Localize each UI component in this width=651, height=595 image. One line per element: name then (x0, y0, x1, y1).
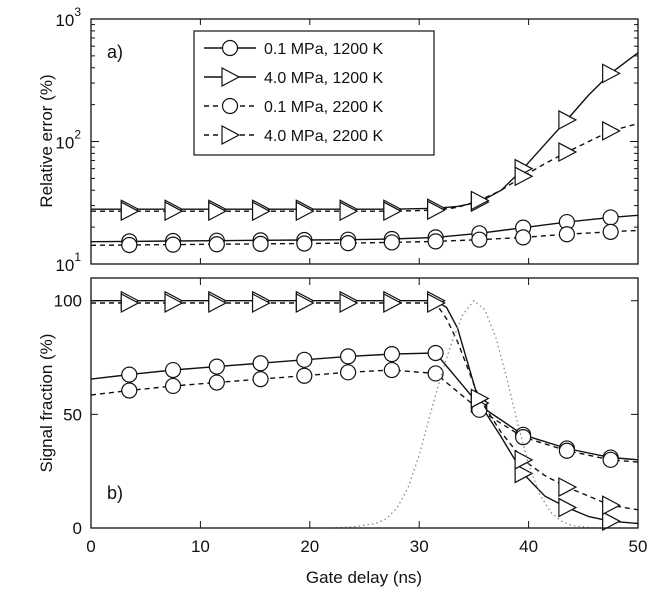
x-tick-label: 50 (629, 537, 648, 556)
panel-b-series-4-point (470, 388, 490, 409)
panel-a-plot-area (90, 52, 639, 254)
panel-b-series-3-point (252, 371, 269, 388)
panel-b-series-4-point (602, 495, 621, 516)
panel-b-series-1-point (296, 351, 313, 368)
panel-b-plot-area (90, 290, 639, 532)
panel-b-series-1-point (252, 355, 269, 372)
panel-b-series-4-line (91, 302, 639, 511)
panel-b-series-1-point (427, 344, 444, 362)
panel-b-ytick-label: 100 (54, 292, 82, 311)
legend-entry-label: 0.1 MPa, 2200 K (264, 99, 384, 116)
panel-a-ticks: 101 102 103 (55, 5, 638, 275)
panel-a-relative-error: 101 102 103 a) Relative error (%) 0.1 MPa,… (37, 5, 639, 275)
panel-b-series-2-point (558, 497, 578, 518)
panel-b-series-4-point (120, 293, 140, 313)
panel-a-series-3-point (339, 235, 357, 252)
panel-a-series-3-point (121, 236, 138, 254)
panel-a-series-4-point (295, 201, 315, 222)
legend-swatch-marker (221, 39, 239, 57)
panel-a-series-3-point (208, 236, 225, 253)
panel-b-series-3-point (339, 364, 357, 381)
panel-b-series-2-point (514, 463, 534, 484)
panel-a-series-3-point (471, 231, 488, 248)
x-tick-label: 30 (410, 537, 429, 556)
x-tick-label: 10 (191, 537, 210, 556)
panel-b-series-3-point (383, 361, 400, 379)
panel-a-series-3-point (515, 229, 532, 246)
panel-a-ytick-label: 101 (55, 250, 81, 275)
legend-swatch-marker (221, 67, 241, 87)
panel-a-series-3-point (602, 223, 619, 240)
legend-entry-label: 0.1 MPa, 1200 K (264, 41, 384, 58)
panel-a-series-3-point (296, 235, 313, 252)
panel-b-series-4-point (295, 293, 315, 313)
panel-b-series-3-point (427, 365, 444, 382)
panel-b-series-3-point (121, 382, 138, 399)
panel-b-series-3-point (164, 377, 182, 395)
legend: 0.1 MPa, 1200 K 4.0 MPa, 1200 K 0.1 MPa, 2… (193, 30, 435, 156)
panel-b-series-1-point (121, 366, 138, 383)
panel-b-series-4-point (208, 293, 228, 313)
x-tick-label: 0 (86, 537, 95, 556)
panel-b-series-4-point (339, 293, 359, 313)
panel-a-series-3-point (558, 226, 575, 243)
panel-a-series-4-point (558, 142, 578, 163)
panel-b-series-4-point (251, 293, 271, 313)
panel-a-series-2-point (602, 63, 621, 84)
panel-a-series-3-point (427, 233, 444, 250)
panel-b-series-3-line (90, 369, 639, 463)
panel-a-series-4-point (251, 201, 271, 222)
panel-a-series-4-point (514, 166, 534, 187)
panel-a-label: a) (107, 42, 123, 62)
panel-b-series-4-point (514, 449, 534, 470)
panel-b-series-2-point (602, 511, 621, 532)
panel-b-series-4-point (558, 477, 578, 498)
panel-b-series-3-point (558, 442, 575, 459)
panel-a-frame (90, 18, 639, 265)
panel-b-series-1-point (164, 361, 182, 379)
panel-a-series-3-point (164, 236, 182, 253)
panel-b-series-3-point (296, 367, 313, 384)
x-tick-label: 20 (300, 537, 319, 556)
panel-b-series-4-point (427, 293, 446, 313)
panel-b-series-1-point (383, 346, 400, 363)
panel-b-ytick-label: 50 (63, 405, 82, 424)
legend-swatch-marker (221, 125, 241, 145)
panel-b-frame (90, 277, 639, 529)
legend-entry-label: 4.0 MPa, 2200 K (264, 128, 384, 145)
x-tick-label: 40 (519, 537, 538, 556)
panel-b-series-1-point (339, 348, 357, 365)
panel-a-series-3-point (383, 234, 400, 251)
panel-a-ytick-label: 102 (55, 128, 81, 153)
panel-a-series-4-point (164, 201, 184, 222)
panel-b-series-3-point (602, 451, 619, 468)
panel-a-series-3-point (252, 235, 269, 252)
panel-a-series-4-point (383, 201, 403, 222)
panel-b-ylabel: Signal fraction (%) (37, 334, 56, 473)
panel-b-series-4-point (383, 293, 403, 313)
x-axis-label: Gate delay (ns) (306, 568, 422, 587)
panel-a-series-4-point (602, 120, 621, 141)
panel-b-series-3-point (515, 428, 532, 446)
panel-b-series-4-point (164, 293, 184, 313)
legend-swatch-marker (221, 97, 239, 115)
panel-b-series-1-point (208, 358, 225, 375)
legend-entry-label: 4.0 MPa, 1200 K (264, 70, 384, 87)
panel-b-label: b) (107, 483, 123, 503)
panel-a-series-4-point (120, 201, 140, 222)
panel-a-series-4-point (470, 190, 490, 211)
panel-a-series-4-point (208, 201, 228, 222)
panel-b-series-2-line (91, 300, 639, 525)
panel-a-series-1-point (602, 209, 619, 226)
panel-a-series-4-point (339, 201, 359, 222)
panel-a-series-4-point (427, 200, 446, 221)
panel-b-ytick-label: 0 (73, 519, 82, 538)
panel-a-series-2-point (558, 109, 578, 130)
panel-a-ytick-label: 103 (55, 5, 81, 30)
panel-a-ylabel: Relative error (%) (37, 74, 56, 207)
panel-b-signal-fraction: 0 10 20 30 40 50 0 50 100 b) Signal fraction (%)… (37, 277, 648, 587)
panel-b-series-3-point (208, 374, 225, 391)
